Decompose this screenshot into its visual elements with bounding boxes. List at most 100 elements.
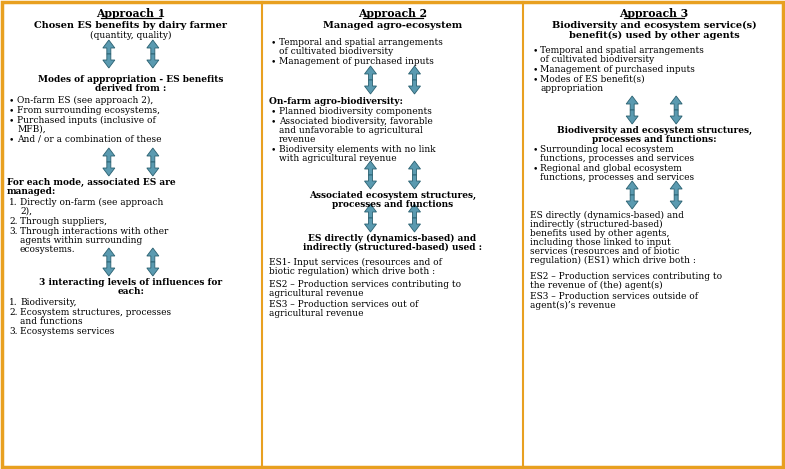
Text: 2.: 2. bbox=[9, 217, 17, 226]
Text: And / or a combination of these: And / or a combination of these bbox=[17, 135, 162, 144]
Text: derived from :: derived from : bbox=[95, 84, 166, 93]
Text: •: • bbox=[271, 145, 276, 154]
Text: For each mode, associated ES are: For each mode, associated ES are bbox=[7, 178, 176, 187]
Text: •: • bbox=[532, 75, 538, 84]
Text: Approach 3: Approach 3 bbox=[619, 8, 688, 19]
Text: indirectly (structured-based) used :: indirectly (structured-based) used : bbox=[303, 243, 482, 252]
Text: managed:: managed: bbox=[7, 187, 57, 196]
Text: 2),: 2), bbox=[20, 207, 32, 216]
Text: services (resources and of biotic: services (resources and of biotic bbox=[531, 247, 680, 256]
Text: processes and functions: processes and functions bbox=[332, 200, 453, 209]
Text: each:: each: bbox=[117, 287, 144, 296]
Text: •: • bbox=[271, 107, 276, 116]
Text: •: • bbox=[9, 106, 14, 115]
Text: ES directly (dynamics-based) and: ES directly (dynamics-based) and bbox=[531, 211, 685, 220]
FancyArrow shape bbox=[364, 161, 377, 175]
Text: •: • bbox=[9, 96, 14, 105]
Text: Associated ecosystem structures,: Associated ecosystem structures, bbox=[309, 191, 476, 200]
Text: benefit(s) used by other agents: benefit(s) used by other agents bbox=[569, 31, 739, 40]
FancyArrow shape bbox=[408, 161, 421, 175]
Text: Biodiversity,: Biodiversity, bbox=[20, 298, 76, 307]
FancyArrow shape bbox=[626, 195, 638, 209]
Text: Modes of ES benefit(s): Modes of ES benefit(s) bbox=[540, 75, 645, 84]
Text: Modes of appropriation - ES benefits: Modes of appropriation - ES benefits bbox=[38, 75, 224, 84]
Text: •: • bbox=[271, 57, 276, 66]
Text: ES directly (dynamics-based) and: ES directly (dynamics-based) and bbox=[309, 234, 476, 243]
FancyArrow shape bbox=[103, 54, 115, 68]
Text: processes and functions:: processes and functions: bbox=[592, 135, 717, 144]
Text: Regional and global ecosystem: Regional and global ecosystem bbox=[540, 164, 682, 173]
Text: ES2 – Production services contributing to: ES2 – Production services contributing t… bbox=[268, 280, 461, 289]
FancyArrow shape bbox=[364, 218, 377, 232]
Text: ES3 – Production services outside of: ES3 – Production services outside of bbox=[531, 292, 699, 301]
Text: of cultivated biodiversity: of cultivated biodiversity bbox=[540, 55, 655, 64]
Text: On-farm agro-biodiversity:: On-farm agro-biodiversity: bbox=[268, 97, 403, 106]
Text: From surrounding ecosystems,: From surrounding ecosystems, bbox=[17, 106, 160, 115]
FancyArrow shape bbox=[670, 195, 682, 209]
FancyArrow shape bbox=[670, 181, 682, 195]
Text: •: • bbox=[271, 117, 276, 126]
Text: biotic regulation) which drive both :: biotic regulation) which drive both : bbox=[268, 267, 435, 276]
FancyArrow shape bbox=[147, 54, 159, 68]
Text: indirectly (structured-based): indirectly (structured-based) bbox=[531, 220, 663, 229]
Text: Managed agro-ecosystem: Managed agro-ecosystem bbox=[323, 21, 462, 30]
Text: Temporal and spatial arrangements: Temporal and spatial arrangements bbox=[540, 46, 704, 55]
Text: MFB),: MFB), bbox=[17, 125, 46, 134]
Text: ES3 – Production services out of: ES3 – Production services out of bbox=[268, 300, 418, 309]
Text: Chosen ES benefits by dairy farmer: Chosen ES benefits by dairy farmer bbox=[35, 21, 228, 30]
Text: regulation) (ES1) which drive both :: regulation) (ES1) which drive both : bbox=[531, 256, 696, 265]
Text: appropriation: appropriation bbox=[540, 84, 604, 93]
Text: functions, processes and services: functions, processes and services bbox=[540, 154, 695, 163]
Text: •: • bbox=[532, 46, 538, 55]
Text: •: • bbox=[532, 164, 538, 173]
FancyArrow shape bbox=[147, 262, 159, 276]
Text: agricultural revenue: agricultural revenue bbox=[268, 289, 363, 298]
Text: Management of purchased inputs: Management of purchased inputs bbox=[540, 65, 696, 74]
Text: Through interactions with other: Through interactions with other bbox=[20, 227, 168, 236]
Text: Biodiversity and ecosystem service(s): Biodiversity and ecosystem service(s) bbox=[552, 21, 757, 30]
Text: Approach 1: Approach 1 bbox=[97, 8, 166, 19]
FancyArrow shape bbox=[364, 204, 377, 218]
Text: •: • bbox=[9, 116, 14, 125]
FancyArrow shape bbox=[103, 40, 115, 54]
Text: Approach 2: Approach 2 bbox=[358, 8, 427, 19]
FancyArrow shape bbox=[670, 96, 682, 110]
Text: revenue: revenue bbox=[279, 135, 316, 144]
Text: of cultivated biodiversity: of cultivated biodiversity bbox=[279, 47, 393, 56]
Text: including those linked to input: including those linked to input bbox=[531, 238, 671, 247]
FancyArrow shape bbox=[408, 175, 421, 189]
Text: Temporal and spatial arrangements: Temporal and spatial arrangements bbox=[279, 38, 443, 47]
Text: Surrounding local ecosystem: Surrounding local ecosystem bbox=[540, 145, 674, 154]
FancyArrow shape bbox=[364, 175, 377, 189]
Text: •: • bbox=[9, 135, 14, 144]
Text: agents within surrounding: agents within surrounding bbox=[20, 236, 142, 245]
Text: Associated biodiversity, favorable: Associated biodiversity, favorable bbox=[279, 117, 433, 126]
Text: with agricultural revenue: with agricultural revenue bbox=[279, 154, 396, 163]
Text: 3.: 3. bbox=[9, 227, 17, 236]
Text: •: • bbox=[271, 38, 276, 47]
Text: Biodiversity and ecosystem structures,: Biodiversity and ecosystem structures, bbox=[557, 126, 752, 135]
FancyArrow shape bbox=[147, 148, 159, 162]
Text: benefits used by other agents,: benefits used by other agents, bbox=[531, 229, 670, 238]
Text: Directly on-farm (see approach: Directly on-farm (see approach bbox=[20, 198, 163, 207]
Text: Ecosystems services: Ecosystems services bbox=[20, 327, 115, 336]
Text: Ecosystem structures, processes: Ecosystem structures, processes bbox=[20, 308, 171, 317]
FancyArrow shape bbox=[408, 204, 421, 218]
Text: agricultural revenue: agricultural revenue bbox=[268, 309, 363, 318]
FancyArrow shape bbox=[408, 218, 421, 232]
Text: (quantity, quality): (quantity, quality) bbox=[90, 31, 172, 40]
Text: 3 interacting levels of influences for: 3 interacting levels of influences for bbox=[39, 278, 222, 287]
FancyArrow shape bbox=[364, 80, 377, 94]
Text: Purchased inputs (inclusive of: Purchased inputs (inclusive of bbox=[17, 116, 155, 125]
Text: •: • bbox=[532, 145, 538, 154]
FancyArrow shape bbox=[408, 80, 421, 94]
FancyArrow shape bbox=[103, 148, 115, 162]
FancyArrow shape bbox=[147, 162, 159, 176]
Text: ES1- Input services (resources and of: ES1- Input services (resources and of bbox=[268, 258, 441, 267]
Text: Management of purchased inputs: Management of purchased inputs bbox=[279, 57, 433, 66]
FancyArrow shape bbox=[147, 40, 159, 54]
Text: the revenue of (the) agent(s): the revenue of (the) agent(s) bbox=[531, 281, 663, 290]
Text: and functions: and functions bbox=[20, 317, 82, 326]
Text: 1.: 1. bbox=[9, 298, 17, 307]
Text: 2.: 2. bbox=[9, 308, 17, 317]
